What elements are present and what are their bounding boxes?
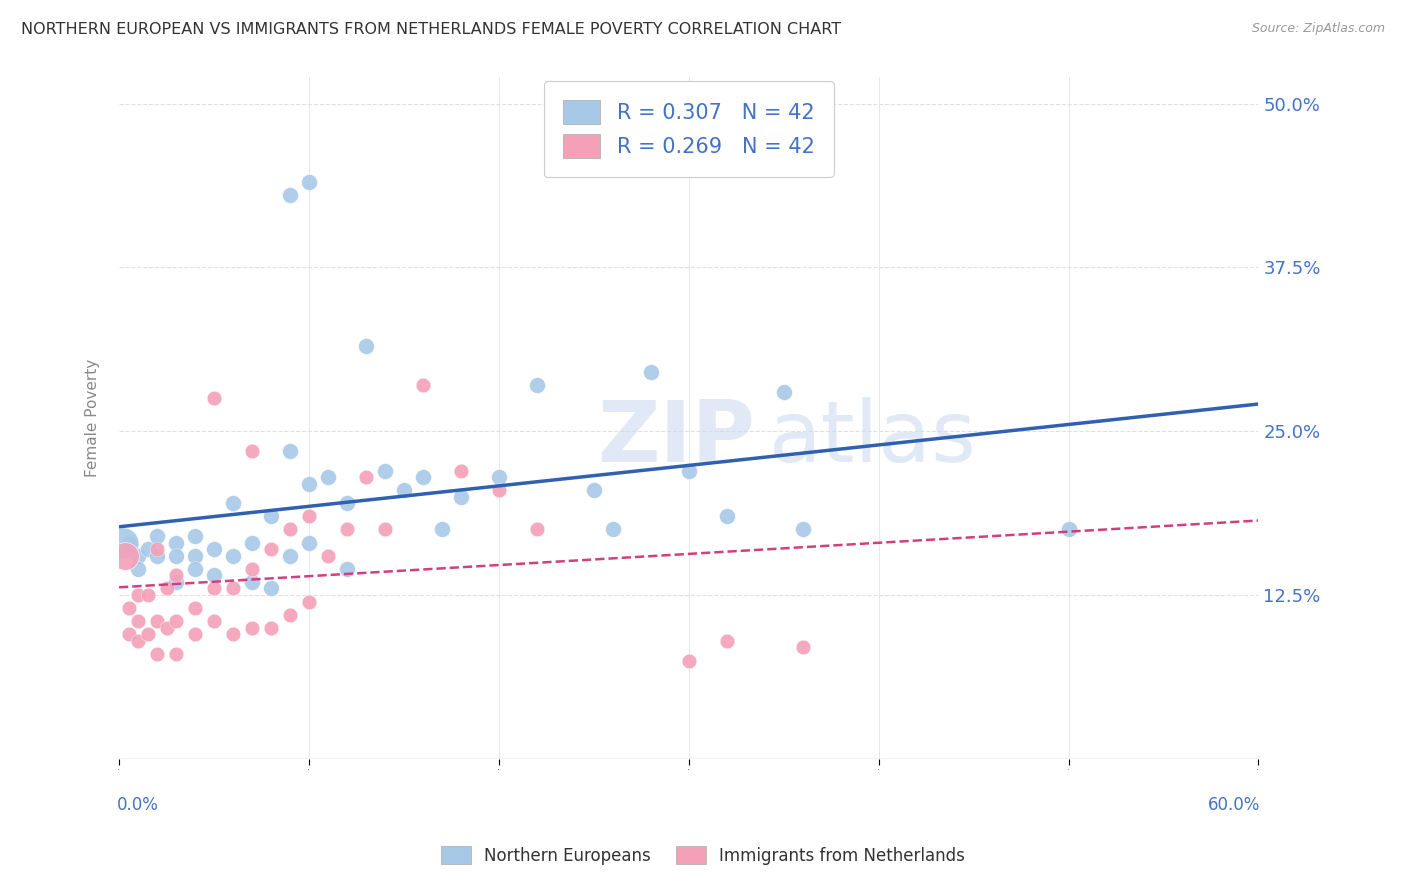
Point — [278, 549, 301, 563]
Point — [526, 523, 548, 537]
Point — [354, 339, 377, 353]
Point — [240, 535, 263, 549]
Point — [184, 529, 207, 543]
Point — [412, 378, 434, 392]
Point — [146, 542, 169, 557]
Point — [392, 483, 415, 498]
Point — [316, 549, 339, 563]
Point — [240, 574, 263, 589]
Point — [184, 562, 207, 576]
Point — [222, 627, 245, 641]
Point — [202, 568, 225, 582]
Point — [792, 523, 814, 537]
Point — [240, 443, 263, 458]
Point — [117, 627, 139, 641]
Y-axis label: Female Poverty: Female Poverty — [86, 359, 100, 477]
Point — [772, 384, 794, 399]
Point — [430, 523, 453, 537]
Point — [165, 568, 187, 582]
Text: NORTHERN EUROPEAN VS IMMIGRANTS FROM NETHERLANDS FEMALE POVERTY CORRELATION CHAR: NORTHERN EUROPEAN VS IMMIGRANTS FROM NET… — [21, 22, 841, 37]
Point — [336, 562, 359, 576]
Point — [716, 633, 738, 648]
Point — [202, 614, 225, 628]
Point — [298, 535, 321, 549]
Point — [260, 582, 283, 596]
Point — [298, 476, 321, 491]
Point — [165, 614, 187, 628]
Point — [374, 523, 396, 537]
Legend: R = 0.307   N = 42, R = 0.269   N = 42: R = 0.307 N = 42, R = 0.269 N = 42 — [544, 81, 834, 178]
Point — [165, 647, 187, 661]
Point — [146, 614, 169, 628]
Text: atlas: atlas — [769, 397, 977, 480]
Point — [582, 483, 605, 498]
Point — [450, 490, 472, 504]
Point — [155, 621, 177, 635]
Point — [716, 509, 738, 524]
Point — [374, 463, 396, 477]
Point — [202, 392, 225, 406]
Text: 60.0%: 60.0% — [1208, 797, 1261, 814]
Point — [165, 535, 187, 549]
Text: ZIP: ZIP — [598, 397, 755, 480]
Point — [155, 582, 177, 596]
Point — [127, 588, 149, 602]
Point — [336, 523, 359, 537]
Point — [136, 627, 159, 641]
Point — [127, 633, 149, 648]
Point — [240, 621, 263, 635]
Point — [146, 647, 169, 661]
Point — [450, 463, 472, 477]
Point — [678, 463, 700, 477]
Point — [792, 640, 814, 655]
Point — [1057, 523, 1080, 537]
Point — [278, 523, 301, 537]
Point — [184, 627, 207, 641]
Point — [136, 588, 159, 602]
Point — [165, 549, 187, 563]
Point — [260, 509, 283, 524]
Point — [260, 621, 283, 635]
Point — [146, 529, 169, 543]
Point — [184, 601, 207, 615]
Point — [117, 601, 139, 615]
Point — [127, 614, 149, 628]
Point — [222, 496, 245, 510]
Point — [184, 549, 207, 563]
Point — [354, 470, 377, 484]
Point — [316, 470, 339, 484]
Point — [111, 535, 134, 549]
Point — [298, 509, 321, 524]
Point — [278, 443, 301, 458]
Point — [202, 582, 225, 596]
Point — [222, 582, 245, 596]
Point — [260, 542, 283, 557]
Point — [602, 523, 624, 537]
Point — [526, 378, 548, 392]
Point — [127, 549, 149, 563]
Point — [678, 653, 700, 667]
Point — [298, 175, 321, 189]
Point — [202, 542, 225, 557]
Text: 0.0%: 0.0% — [117, 797, 159, 814]
Point — [278, 607, 301, 622]
Point — [117, 535, 139, 549]
Point — [114, 549, 136, 563]
Point — [412, 470, 434, 484]
Point — [165, 574, 187, 589]
Point — [222, 549, 245, 563]
Point — [146, 549, 169, 563]
Point — [488, 470, 510, 484]
Point — [336, 496, 359, 510]
Point — [640, 365, 662, 379]
Point — [488, 483, 510, 498]
Point — [240, 562, 263, 576]
Text: Source: ZipAtlas.com: Source: ZipAtlas.com — [1251, 22, 1385, 36]
Point — [136, 542, 159, 557]
Point — [298, 594, 321, 608]
Point — [278, 188, 301, 202]
Legend: Northern Europeans, Immigrants from Netherlands: Northern Europeans, Immigrants from Neth… — [433, 838, 973, 873]
Point — [127, 562, 149, 576]
